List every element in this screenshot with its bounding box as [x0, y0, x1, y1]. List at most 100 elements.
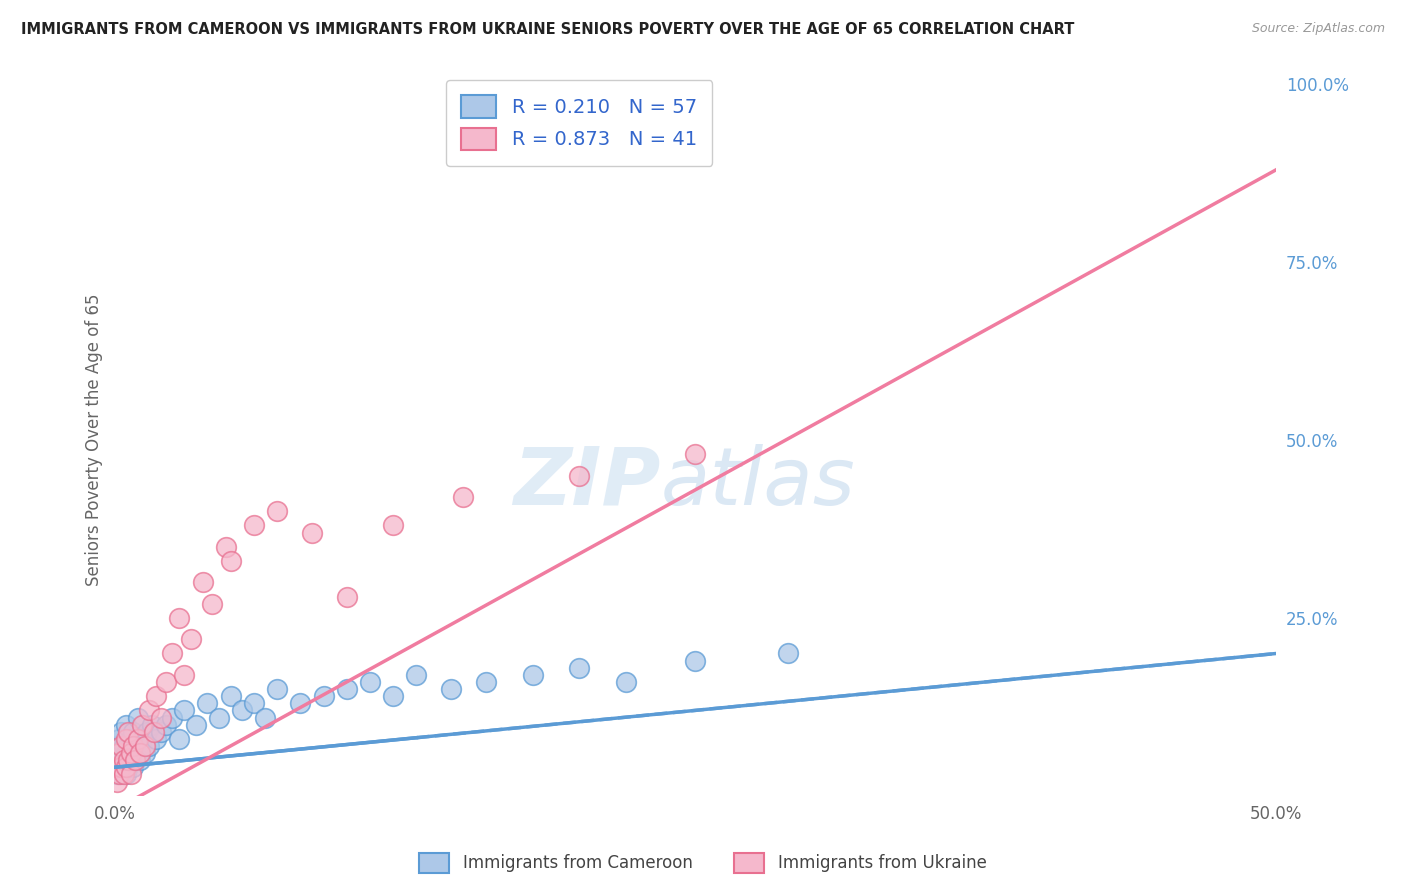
Point — [120, 767, 142, 781]
Point — [382, 689, 405, 703]
Point — [117, 724, 139, 739]
Point — [110, 753, 132, 767]
Point — [108, 760, 131, 774]
Point — [184, 717, 207, 731]
Point — [336, 681, 359, 696]
Point — [180, 632, 202, 647]
Point — [105, 739, 128, 753]
Point — [138, 739, 160, 753]
Point — [127, 746, 149, 760]
Point — [127, 731, 149, 746]
Point — [124, 739, 146, 753]
Point — [110, 724, 132, 739]
Point — [382, 518, 405, 533]
Text: Source: ZipAtlas.com: Source: ZipAtlas.com — [1251, 22, 1385, 36]
Point — [124, 753, 146, 767]
Point — [162, 647, 184, 661]
Y-axis label: Seniors Poverty Over the Age of 65: Seniors Poverty Over the Age of 65 — [86, 293, 103, 586]
Point — [108, 746, 131, 760]
Point — [155, 675, 177, 690]
Point — [522, 668, 544, 682]
Point — [120, 746, 142, 760]
Point — [129, 753, 152, 767]
Point — [117, 760, 139, 774]
Point — [127, 710, 149, 724]
Point — [142, 724, 165, 739]
Point — [105, 767, 128, 781]
Point — [131, 731, 153, 746]
Point — [451, 490, 474, 504]
Point — [219, 689, 242, 703]
Point — [105, 760, 128, 774]
Point — [115, 717, 138, 731]
Point — [191, 575, 214, 590]
Point — [145, 689, 167, 703]
Point — [131, 717, 153, 731]
Point — [105, 774, 128, 789]
Point — [112, 753, 135, 767]
Point — [683, 447, 706, 461]
Point — [475, 675, 498, 690]
Point — [122, 760, 145, 774]
Point — [134, 746, 156, 760]
Point — [359, 675, 381, 690]
Point — [108, 731, 131, 746]
Point — [124, 753, 146, 767]
Point — [405, 668, 427, 682]
Point — [108, 767, 131, 781]
Point — [110, 767, 132, 781]
Point — [169, 611, 191, 625]
Point — [120, 753, 142, 767]
Text: ZIP: ZIP — [513, 444, 661, 522]
Point — [614, 675, 637, 690]
Point — [155, 717, 177, 731]
Point — [141, 717, 163, 731]
Point — [115, 746, 138, 760]
Point — [312, 689, 335, 703]
Point — [301, 525, 323, 540]
Legend: Immigrants from Cameroon, Immigrants from Ukraine: Immigrants from Cameroon, Immigrants fro… — [413, 847, 993, 880]
Point — [136, 724, 159, 739]
Point — [134, 739, 156, 753]
Point — [122, 724, 145, 739]
Point — [110, 760, 132, 774]
Point — [145, 731, 167, 746]
Point — [254, 710, 277, 724]
Point — [115, 731, 138, 746]
Point — [231, 703, 253, 717]
Point — [336, 590, 359, 604]
Point — [173, 668, 195, 682]
Point — [149, 724, 172, 739]
Point — [440, 681, 463, 696]
Point — [149, 710, 172, 724]
Point — [568, 661, 591, 675]
Point — [138, 703, 160, 717]
Point — [120, 731, 142, 746]
Point — [201, 597, 224, 611]
Point — [208, 710, 231, 724]
Point — [266, 504, 288, 518]
Point — [112, 760, 135, 774]
Point — [108, 746, 131, 760]
Point — [778, 647, 800, 661]
Point — [266, 681, 288, 696]
Text: atlas: atlas — [661, 444, 855, 522]
Point — [129, 746, 152, 760]
Point — [110, 739, 132, 753]
Point — [122, 739, 145, 753]
Point — [115, 760, 138, 774]
Point — [290, 696, 312, 710]
Point — [112, 739, 135, 753]
Point — [105, 753, 128, 767]
Text: IMMIGRANTS FROM CAMEROON VS IMMIGRANTS FROM UKRAINE SENIORS POVERTY OVER THE AGE: IMMIGRANTS FROM CAMEROON VS IMMIGRANTS F… — [21, 22, 1074, 37]
Point — [243, 696, 266, 710]
Point — [117, 753, 139, 767]
Point — [683, 654, 706, 668]
Point — [112, 767, 135, 781]
Point — [215, 540, 238, 554]
Point — [195, 696, 218, 710]
Point — [117, 739, 139, 753]
Point — [568, 468, 591, 483]
Point — [173, 703, 195, 717]
Legend: R = 0.210   N = 57, R = 0.873   N = 41: R = 0.210 N = 57, R = 0.873 N = 41 — [446, 80, 713, 166]
